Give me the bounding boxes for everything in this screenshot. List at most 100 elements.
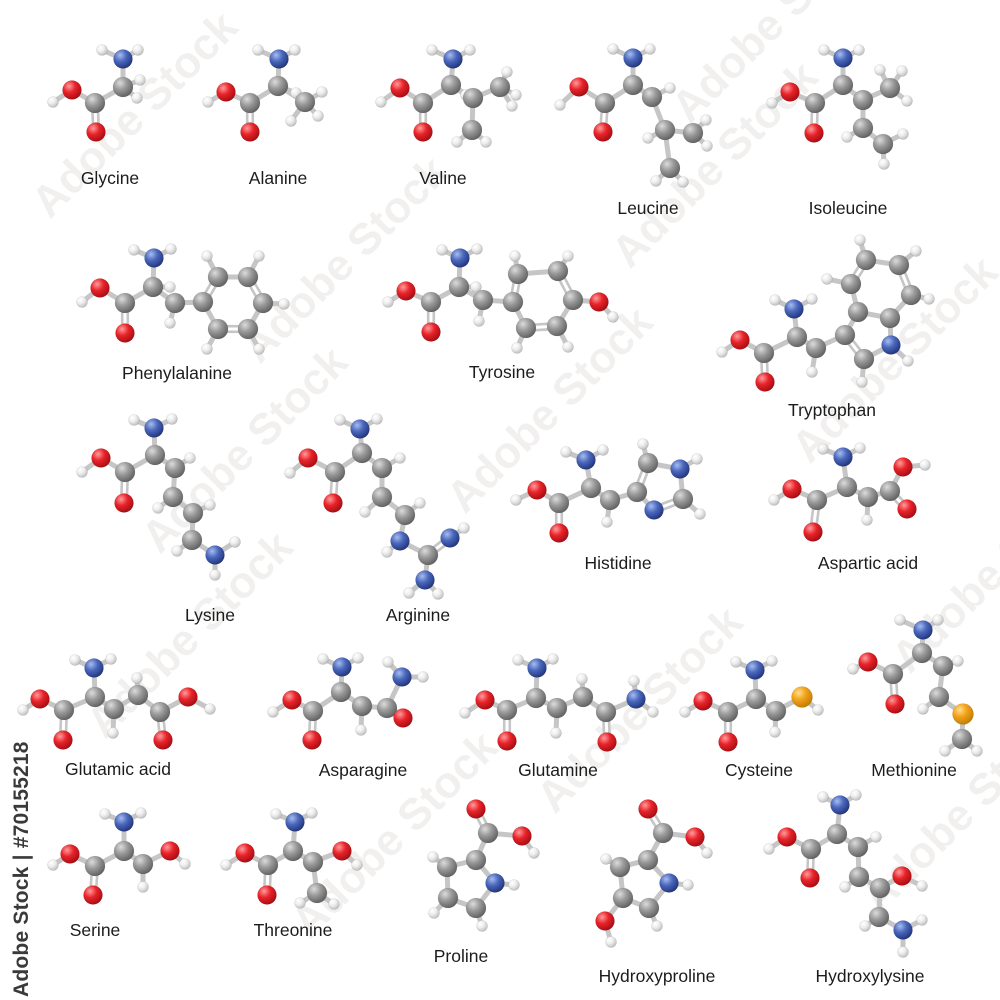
oxygen-atom [178, 687, 198, 707]
molecule-label-tyrosine: Tyrosine [469, 362, 535, 382]
hydrogen-atom [107, 727, 119, 739]
molecule-label-hydroxylysine: Hydroxylysine [816, 966, 925, 986]
hydrogen-atom [806, 366, 818, 378]
oxygen-atom [153, 730, 173, 750]
molecule-alanine: Alanine [202, 44, 328, 188]
hydrogen-atom [894, 614, 906, 626]
hydrogen-atom [306, 807, 318, 819]
oxygen-atom [885, 694, 905, 714]
hydrogen-atom [351, 859, 363, 871]
molecule-label-arginine: Arginine [386, 605, 450, 625]
nitrogen-atom [670, 459, 690, 479]
nitrogen-atom [443, 49, 463, 69]
carbon-atom [834, 324, 856, 346]
oxygen-atom [780, 82, 800, 102]
hydrogen-atom [878, 158, 890, 170]
hydrogen-atom [510, 89, 522, 101]
carbon-atom [440, 74, 462, 96]
hydrogen-atom [769, 294, 781, 306]
hydrogen-atom [607, 43, 619, 55]
oxygen-atom [730, 330, 750, 350]
hydrogen-atom [554, 99, 566, 111]
hydrogen-atom [375, 96, 387, 108]
oxygen-atom [593, 122, 613, 142]
hydrogen-atom [861, 514, 873, 526]
molecule-arginine: Arginine [284, 413, 470, 625]
nitrogen-atom [485, 873, 505, 893]
carbon-atom [330, 681, 352, 703]
molecule-label-valine: Valine [419, 168, 466, 188]
oxygen-atom [475, 690, 495, 710]
carbon-atom [879, 307, 901, 329]
hydrogen-atom [854, 442, 866, 454]
carbon-atom [928, 686, 950, 708]
hydrogen-atom [701, 847, 713, 859]
hydrogen-atom [562, 250, 574, 262]
oxygen-atom [282, 690, 302, 710]
carbon-atom [164, 457, 186, 479]
hydrogen-atom [682, 879, 694, 891]
hydrogen-atom [806, 293, 818, 305]
hydrogen-atom [432, 588, 444, 600]
hydrogen-atom [730, 656, 742, 668]
nitrogen-atom [440, 528, 460, 548]
carbon-atom [562, 289, 584, 311]
molecule-glutamine: Glutamine [459, 653, 659, 780]
hydrogen-atom [164, 317, 176, 329]
carbon-atom [114, 461, 136, 483]
carbon-atom [127, 684, 149, 706]
molecule-label-isoleucine: Isoleucine [809, 198, 888, 218]
molecule-proline: Proline [427, 799, 540, 966]
hydrogen-atom [317, 653, 329, 665]
hydrogen-atom [480, 136, 492, 148]
carbon-atom [525, 687, 547, 709]
carbon-atom [612, 887, 634, 909]
carbon-atom [149, 701, 171, 723]
molecule-hydroxylysine: Hydroxylysine [763, 789, 928, 986]
carbon-atom [806, 489, 828, 511]
carbon-atom [462, 87, 484, 109]
hydrogen-atom [328, 898, 340, 910]
carbon-atom [162, 486, 184, 508]
hydrogen-atom [917, 703, 929, 715]
carbon-atom [594, 92, 616, 114]
hydrogen-atom [679, 706, 691, 718]
carbon-atom [932, 655, 954, 677]
carbon-atom [237, 318, 259, 340]
hydrogen-atom [910, 245, 922, 257]
hydrogen-atom [854, 234, 866, 246]
hydrogen-atom [859, 920, 871, 932]
hydrogen-atom [267, 706, 279, 718]
carbon-atom [682, 122, 704, 144]
hydrogen-atom [766, 655, 778, 667]
nitrogen-atom [833, 48, 853, 68]
oxygen-atom [527, 480, 547, 500]
molecule-label-histidine: Histidine [584, 553, 651, 573]
hydrogen-atom [874, 64, 886, 76]
hydrogen-atom [202, 96, 214, 108]
hydrogen-atom [47, 96, 59, 108]
carbon-atom [207, 266, 229, 288]
carbon-atom [853, 348, 875, 370]
hydrogen-atom [381, 546, 393, 558]
carbon-atom [857, 486, 879, 508]
hydrogen-atom [284, 467, 296, 479]
molecule-aspartic-acid: Aspartic acid [768, 442, 931, 573]
hydrogen-atom [511, 342, 523, 354]
carbon-atom [515, 317, 537, 339]
carbon-atom [872, 133, 894, 155]
hydrogen-atom [270, 808, 282, 820]
carbon-atom [580, 477, 602, 499]
molecule-leucine: Leucine [554, 43, 713, 218]
carbon-atom [572, 686, 594, 708]
nitrogen-atom [144, 248, 164, 268]
molecule-serine: Serine [47, 807, 191, 940]
oxygen-atom [91, 448, 111, 468]
oxygen-atom [858, 652, 878, 672]
carbon-atom [282, 840, 304, 862]
nitrogen-atom [415, 570, 435, 590]
molecule-isoleucine: Isoleucine [766, 44, 913, 218]
hydrogen-atom [414, 497, 426, 509]
oxygen-atom [693, 691, 713, 711]
nitrogen-atom [833, 447, 853, 467]
